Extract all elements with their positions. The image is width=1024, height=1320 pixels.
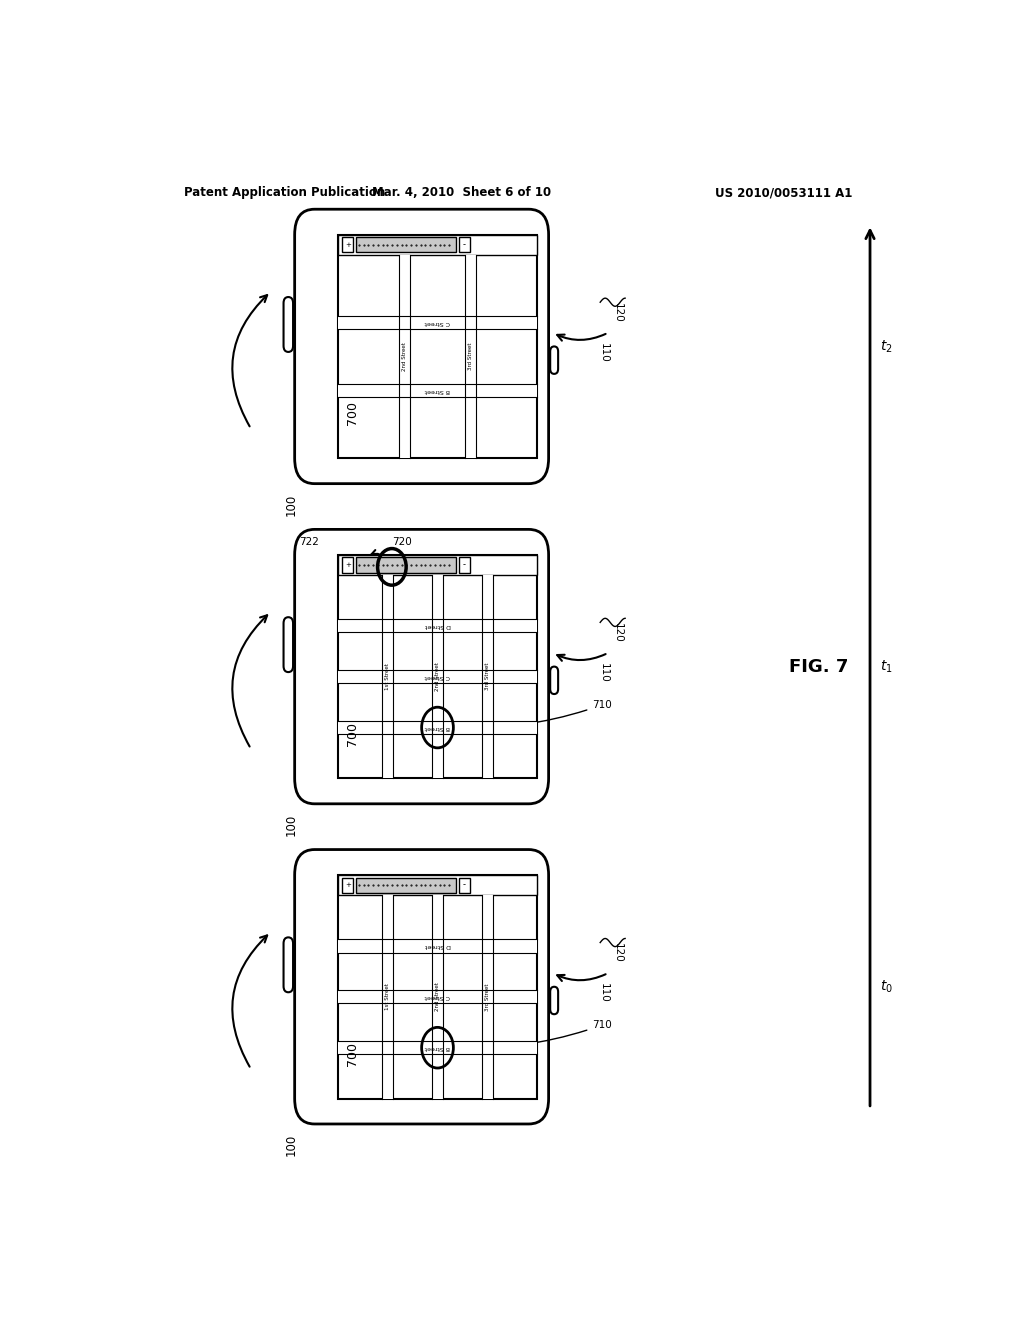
Text: 710: 710: [456, 700, 612, 727]
Bar: [459, 878, 470, 892]
Text: FIG. 7: FIG. 7: [788, 657, 848, 676]
Bar: [481, 895, 493, 1098]
Text: B Street: B Street: [425, 1045, 451, 1051]
Bar: [432, 576, 443, 779]
Text: 722: 722: [299, 537, 318, 546]
FancyBboxPatch shape: [295, 210, 549, 483]
Bar: [356, 238, 456, 252]
Bar: [382, 576, 393, 779]
Text: C Street: C Street: [425, 675, 451, 680]
Bar: [338, 875, 537, 895]
Text: 720: 720: [392, 537, 412, 546]
Text: t$_2$: t$_2$: [881, 338, 893, 355]
Text: 2nd Street: 2nd Street: [435, 663, 440, 692]
Text: t$_1$: t$_1$: [881, 659, 893, 675]
Text: 2nd Street: 2nd Street: [402, 342, 407, 371]
Text: 710: 710: [456, 1020, 612, 1048]
Bar: [338, 990, 537, 1003]
FancyBboxPatch shape: [295, 850, 549, 1125]
Text: -: -: [463, 240, 466, 249]
Text: -: -: [463, 880, 466, 890]
Text: 3rd Street: 3rd Street: [484, 663, 489, 690]
Text: +: +: [345, 562, 350, 568]
Text: C Street: C Street: [425, 994, 451, 999]
Bar: [338, 671, 537, 684]
Bar: [338, 554, 537, 576]
Text: 700: 700: [346, 722, 359, 746]
Bar: [338, 554, 537, 779]
Bar: [399, 255, 410, 458]
Bar: [342, 238, 353, 252]
Text: D Street: D Street: [425, 944, 451, 949]
Text: 120: 120: [612, 302, 623, 322]
Bar: [481, 576, 493, 779]
Text: US 2010/0053111 A1: US 2010/0053111 A1: [715, 186, 853, 199]
FancyBboxPatch shape: [284, 297, 293, 352]
Bar: [338, 235, 537, 458]
Bar: [459, 557, 470, 573]
Bar: [338, 315, 537, 329]
FancyBboxPatch shape: [295, 529, 549, 804]
Bar: [338, 1041, 537, 1055]
Text: 110: 110: [599, 983, 609, 1003]
FancyBboxPatch shape: [550, 667, 558, 694]
Bar: [465, 255, 476, 458]
Text: 120: 120: [612, 942, 623, 962]
Text: 1st Street: 1st Street: [385, 663, 390, 690]
Text: 110: 110: [599, 664, 609, 682]
Text: Mar. 4, 2010  Sheet 6 of 10: Mar. 4, 2010 Sheet 6 of 10: [372, 186, 551, 199]
Bar: [459, 238, 470, 252]
FancyBboxPatch shape: [284, 937, 293, 993]
Text: B Street: B Street: [425, 725, 451, 730]
Bar: [338, 235, 537, 255]
Bar: [356, 557, 456, 573]
Text: 100: 100: [285, 1134, 297, 1156]
Text: 1st Street: 1st Street: [385, 983, 390, 1010]
Text: 110: 110: [599, 343, 609, 363]
Bar: [338, 940, 537, 953]
FancyBboxPatch shape: [550, 346, 558, 374]
Text: 700: 700: [346, 1041, 359, 1065]
Text: -: -: [463, 561, 466, 569]
FancyBboxPatch shape: [284, 618, 293, 672]
Text: t$_0$: t$_0$: [881, 978, 893, 995]
Bar: [342, 557, 353, 573]
Text: 3rd Street: 3rd Street: [484, 983, 489, 1011]
Text: +: +: [345, 882, 350, 888]
Text: Patent Application Publication: Patent Application Publication: [183, 186, 385, 199]
Bar: [338, 721, 537, 734]
Bar: [432, 895, 443, 1098]
Text: 100: 100: [285, 494, 297, 516]
Text: 3rd Street: 3rd Street: [468, 343, 473, 370]
Bar: [338, 875, 537, 1098]
Bar: [338, 619, 537, 632]
Text: C Street: C Street: [425, 319, 451, 325]
Text: 120: 120: [612, 623, 623, 643]
Text: 700: 700: [346, 401, 359, 425]
Text: B Street: B Street: [425, 388, 451, 393]
Text: 2nd Street: 2nd Street: [435, 982, 440, 1011]
FancyBboxPatch shape: [550, 987, 558, 1014]
Text: 100: 100: [285, 814, 297, 837]
Bar: [356, 878, 456, 892]
Bar: [338, 384, 537, 397]
Text: +: +: [345, 242, 350, 248]
Bar: [342, 878, 353, 892]
Text: D Street: D Street: [425, 623, 451, 628]
Bar: [382, 895, 393, 1098]
